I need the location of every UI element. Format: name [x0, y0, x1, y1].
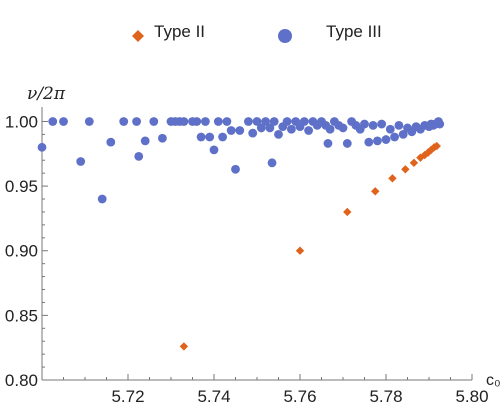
type-iii-point	[267, 158, 277, 168]
x-tick-label: 5.72	[111, 387, 144, 406]
type-iii-point	[398, 129, 408, 139]
legend-item-type-iii: Type III	[276, 22, 382, 43]
y-tick-label: 1.00	[5, 112, 38, 131]
legend-item-type-ii: Type II	[128, 22, 205, 42]
type-iii-point	[134, 151, 144, 161]
data-points	[37, 117, 445, 351]
type-iii-point	[218, 132, 228, 142]
type-ii-point	[343, 207, 352, 217]
type-iii-point	[205, 132, 215, 142]
x-tick-label: 5.80	[455, 387, 488, 406]
type-iii-point	[209, 145, 219, 155]
type-iii-point	[269, 117, 279, 126]
axes	[41, 107, 472, 381]
type-iii-point	[119, 117, 129, 126]
type-iii-point	[373, 136, 382, 146]
type-iii-point	[179, 117, 189, 126]
type-iii-point	[106, 137, 116, 147]
type-ii-point	[295, 246, 305, 255]
type-iii-point	[222, 117, 232, 126]
y-axis-label: ν/2π	[27, 84, 66, 104]
type-iii-point	[97, 194, 107, 204]
type-iii-point	[265, 123, 275, 133]
legend-label-type-iii: Type III	[326, 22, 382, 41]
type-iii-point	[274, 129, 283, 139]
type-iii-point	[196, 132, 206, 142]
type-iii-point	[282, 117, 292, 126]
type-iii-point	[192, 117, 202, 126]
type-ii-point	[388, 174, 397, 183]
x-axis-label: c₀	[486, 372, 501, 389]
y-tick-label: 0.85	[5, 306, 38, 325]
diamond-marker-icon	[132, 30, 144, 42]
y-tick-label: 0.80	[5, 371, 38, 390]
type-ii-point	[179, 342, 189, 351]
type-ii-point	[371, 187, 380, 196]
type-iii-point	[231, 164, 240, 174]
ticks	[41, 120, 473, 381]
type-iii-point	[377, 119, 387, 129]
type-iii-point	[323, 139, 333, 148]
x-tick-label: 5.74	[197, 387, 230, 406]
type-iii-point	[248, 128, 258, 138]
type-iii-point	[132, 117, 142, 126]
type-iii-point	[201, 117, 210, 126]
circle-marker-icon	[278, 29, 292, 43]
type-iii-point	[368, 120, 378, 130]
tick-labels: 5.72 5.74 5.76 5.78 5.80 0.80 0.85 0.90 0.95 1.00	[5, 112, 489, 406]
type-iii-point	[304, 126, 313, 135]
type-iii-point	[385, 124, 395, 134]
type-ii-point	[432, 141, 441, 151]
type-iii-point	[287, 124, 296, 134]
type-iii-point	[37, 142, 47, 152]
type-iii-point	[235, 126, 245, 135]
type-ii-point	[426, 145, 436, 155]
type-iii-point	[360, 119, 369, 129]
type-ii-point	[401, 165, 410, 174]
x-tick-label: 5.76	[283, 387, 316, 406]
type-ii-point	[416, 153, 425, 162]
type-iii-point	[256, 123, 266, 133]
type-iii-point	[338, 123, 348, 133]
x-tick-label: 5.78	[369, 387, 402, 406]
type-ii-point	[409, 158, 419, 168]
type-iii-point	[48, 117, 58, 126]
type-iii-point	[76, 157, 86, 166]
type-iii-point	[252, 117, 262, 126]
type-iii-point	[158, 133, 167, 143]
type-iii-point	[140, 136, 150, 146]
type-iii-point	[149, 117, 159, 126]
type-iii-point	[84, 117, 94, 126]
legend: Type II Type III	[0, 22, 504, 48]
type-iii-point	[325, 124, 335, 134]
type-iii-point	[213, 117, 223, 126]
type-iii-point	[394, 120, 404, 130]
type-iii-point	[364, 137, 374, 147]
type-iii-point	[390, 132, 399, 142]
type-iii-point	[435, 119, 445, 129]
type-iii-point	[381, 135, 391, 144]
type-iii-point	[244, 117, 253, 126]
legend-label-type-ii: Type II	[154, 22, 206, 41]
type-iii-point	[59, 117, 68, 126]
y-tick-label: 0.95	[5, 177, 38, 196]
type-iii-point	[261, 117, 270, 126]
type-iii-point	[226, 126, 236, 135]
type-iii-point	[342, 139, 352, 148]
type-iii-point	[299, 117, 309, 126]
y-tick-label: 0.90	[5, 242, 38, 261]
